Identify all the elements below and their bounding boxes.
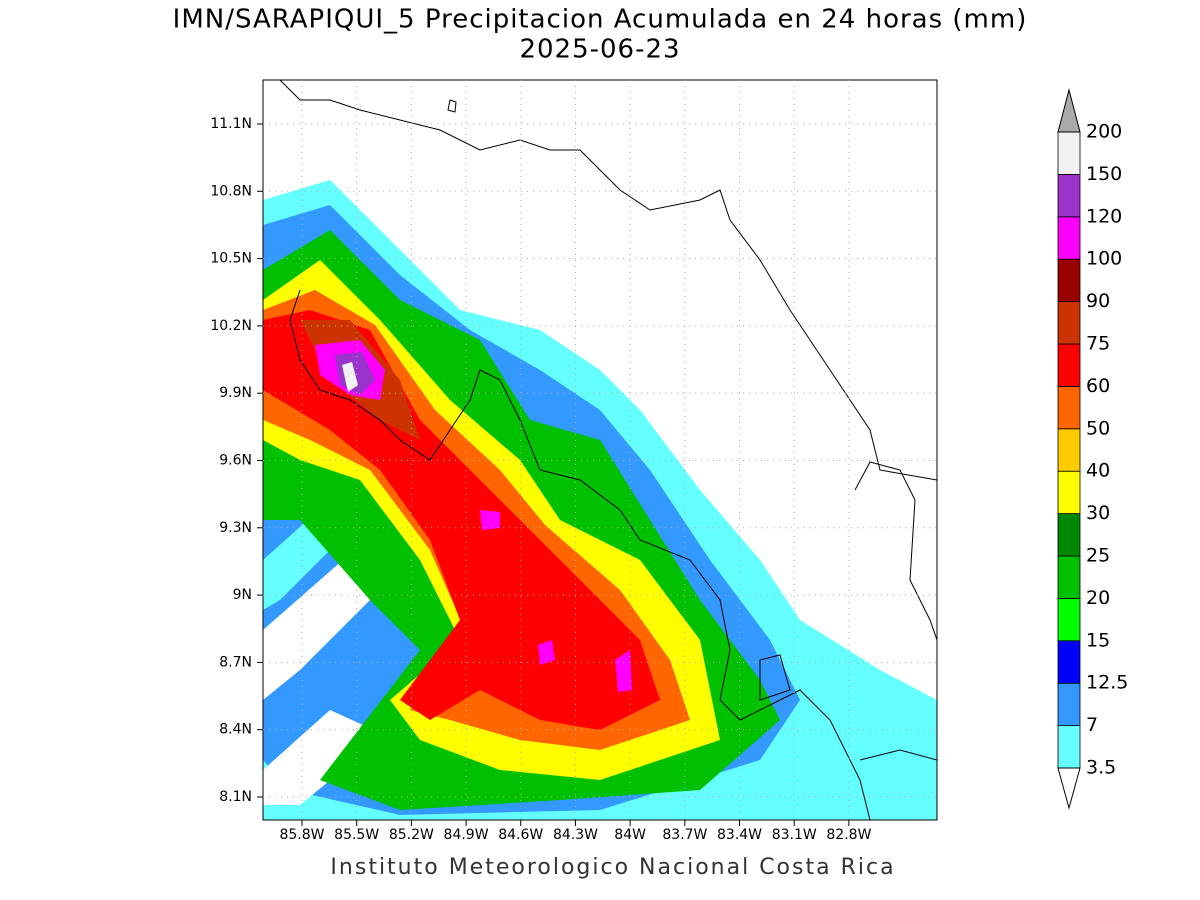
colorbar-label: 75	[1086, 333, 1110, 355]
colorbar-segment	[1057, 598, 1081, 642]
lat-tick-label: 9.3N	[219, 520, 252, 536]
colorbar-label: 15	[1086, 629, 1110, 651]
colorbar-label: 50	[1086, 417, 1110, 439]
colorbar-label: 200	[1086, 121, 1122, 143]
lat-tick-label: 11.1N	[210, 116, 252, 132]
lon-tick-label: 84W	[614, 827, 646, 843]
lat-tick-label: 10.2N	[210, 318, 252, 334]
colorbar-label: 30	[1086, 502, 1110, 524]
lat-tick-label: 8.1N	[219, 789, 252, 805]
colorbar-label: 40	[1086, 460, 1110, 482]
colorbar-segment	[1057, 513, 1081, 557]
colorbar-segment	[1057, 428, 1081, 472]
colorbar-segment	[1057, 555, 1081, 599]
colorbar-label: 7	[1086, 714, 1098, 736]
footer: Instituto Meteorologico Nacional Costa R…	[330, 855, 895, 880]
colorbar-label: 20	[1086, 587, 1110, 609]
colorbar-label: 3.5	[1086, 757, 1116, 779]
lat-tick-label: 9.9N	[219, 385, 252, 401]
colorbar-label: 12.5	[1086, 672, 1128, 694]
subtitle: 2025-06-23	[519, 35, 680, 65]
colorbar-label: 60	[1086, 375, 1110, 397]
lon-tick-label: 84.6W	[498, 827, 543, 843]
lat-tick-label: 9.6N	[219, 452, 252, 468]
colorbar-label: 150	[1086, 163, 1122, 185]
lat-tick-label: 8.7N	[219, 654, 252, 670]
lon-tick-label: 84.3W	[553, 827, 598, 843]
lat-tick-label: 8.4N	[219, 722, 252, 738]
colorbar-segment	[1057, 385, 1081, 430]
colorbar-label: 25	[1086, 545, 1110, 567]
lon-tick-label: 83.4W	[717, 827, 762, 843]
colorbar-segment	[1057, 470, 1081, 515]
lat-tick-label: 10.5N	[210, 251, 252, 267]
colorbar-segment	[1057, 173, 1081, 218]
colorbar-label: 90	[1086, 290, 1110, 312]
lon-tick-label: 84.9W	[444, 827, 489, 843]
lat-tick-label: 10.8N	[210, 183, 252, 199]
map-frame	[262, 79, 938, 821]
precip-field	[263, 180, 937, 820]
colorbar-label: 100	[1086, 248, 1122, 270]
colorbar-under	[1057, 767, 1081, 810]
lat-tick-label: 9N	[233, 587, 252, 603]
lon-tick-label: 82.8W	[826, 827, 871, 843]
colorbar-segment	[1057, 301, 1081, 345]
colorbar-segment	[1057, 682, 1081, 727]
lon-tick-label: 83.1W	[772, 827, 817, 843]
colorbar-label: 120	[1086, 205, 1122, 227]
lon-tick-label: 85.8W	[279, 827, 324, 843]
colorbar-segment	[1057, 258, 1081, 303]
lon-tick-label: 83.7W	[662, 827, 707, 843]
lon-tick-label: 85.5W	[334, 827, 379, 843]
colorbar-segment	[1057, 131, 1081, 175]
title: IMN/SARAPIQUI_5 Precipitacion Acumulada …	[173, 5, 1028, 35]
colorbar-segment	[1057, 216, 1081, 260]
coastlines	[279, 80, 937, 820]
colorbar-segment	[1057, 640, 1081, 684]
colorbar-segment	[1057, 725, 1081, 769]
colorbar-over	[1057, 88, 1081, 133]
colorbar-segment	[1057, 343, 1081, 387]
lon-tick-label: 85.2W	[389, 827, 434, 843]
